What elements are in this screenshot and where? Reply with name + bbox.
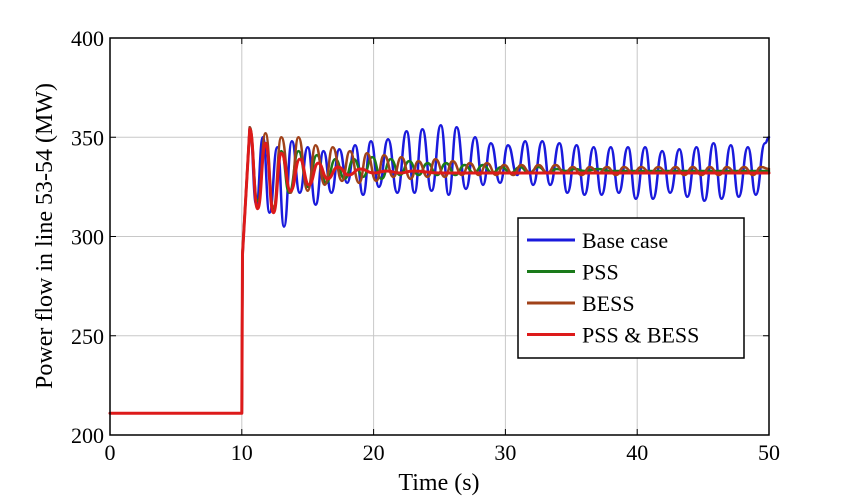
axis-ticks: 0 10 20 30 40 50 200 250 300 350 400 <box>71 26 780 465</box>
x-tick-label: 40 <box>626 440 648 465</box>
y-tick-label: 300 <box>71 225 104 250</box>
x-tick-label: 30 <box>494 440 516 465</box>
series-layer <box>108 124 771 415</box>
series-line-4 <box>108 127 771 415</box>
legend-label: PSS <box>582 260 619 285</box>
y-axis-label: Power flow in line 53-54 (MW) <box>32 83 58 389</box>
x-tick-label: 10 <box>231 440 253 465</box>
legend-label: PSS & BESS <box>582 323 699 348</box>
legend: Base case PSS BESS PSS & BESS <box>517 217 745 359</box>
y-tick-label: 350 <box>71 125 104 150</box>
series-line-1 <box>108 124 771 415</box>
x-tick-label: 0 <box>105 440 116 465</box>
legend-label: Base case <box>582 228 668 253</box>
y-tick-label: 200 <box>71 423 104 448</box>
legend-label: BESS <box>582 291 635 316</box>
x-tick-label: 50 <box>758 440 780 465</box>
y-tick-label: 250 <box>71 324 104 349</box>
x-tick-label: 20 <box>363 440 385 465</box>
x-axis-label: Time (s) <box>398 470 479 496</box>
y-tick-label: 400 <box>71 26 104 51</box>
